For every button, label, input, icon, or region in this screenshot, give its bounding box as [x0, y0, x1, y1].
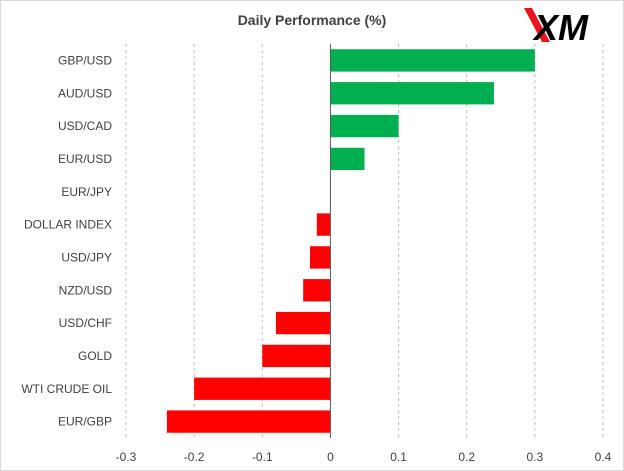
bar: [262, 344, 331, 368]
chart-title: Daily Performance (%): [238, 12, 387, 28]
logo-accent-stroke: [524, 8, 550, 42]
category-label: GBP/USD: [58, 53, 112, 67]
x-tick-label: 0: [327, 450, 334, 464]
category-label: NZD/USD: [59, 283, 113, 297]
category-label: EUR/GBP: [58, 415, 112, 429]
bar: [330, 114, 399, 138]
category-label: USD/JPY: [61, 250, 112, 264]
x-tick-label: -0.2: [184, 450, 205, 464]
bar: [330, 82, 494, 105]
bar: [275, 311, 331, 335]
category-label: GOLD: [78, 349, 112, 363]
x-tick-label: 0.3: [527, 450, 544, 464]
bar: [330, 49, 535, 72]
bar: [303, 279, 331, 302]
category-label: USD/CAD: [58, 119, 112, 133]
bar: [166, 410, 331, 433]
logo-text: XM: [532, 7, 589, 48]
bar: [309, 246, 331, 269]
category-label: AUD/USD: [58, 86, 112, 100]
xm-logo: XM: [520, 2, 620, 48]
bars: [166, 49, 535, 433]
category-labels: GBP/USD AUD/USD USD/CAD EUR/USD EUR/JPY DOLLA…: [21, 53, 112, 428]
category-label: USD/CHF: [59, 316, 112, 330]
category-label: DOLLAR INDEX: [24, 218, 112, 232]
bar: [330, 147, 365, 171]
x-tick-label: -0.3: [116, 450, 137, 464]
x-tick-label: 0.1: [390, 450, 407, 464]
x-tick-label: 0.4: [595, 450, 612, 464]
category-label: WTI CRUDE OIL: [21, 382, 112, 396]
x-tick-label: -0.1: [252, 450, 273, 464]
x-tick-label: 0.2: [458, 450, 475, 464]
x-tick-labels: -0.3 -0.2 -0.1 0 0.1 0.2 0.3 0.4: [116, 450, 612, 464]
category-label: EUR/JPY: [61, 185, 112, 199]
bar: [194, 377, 331, 400]
bar: [316, 213, 331, 236]
category-label: EUR/USD: [58, 152, 112, 166]
